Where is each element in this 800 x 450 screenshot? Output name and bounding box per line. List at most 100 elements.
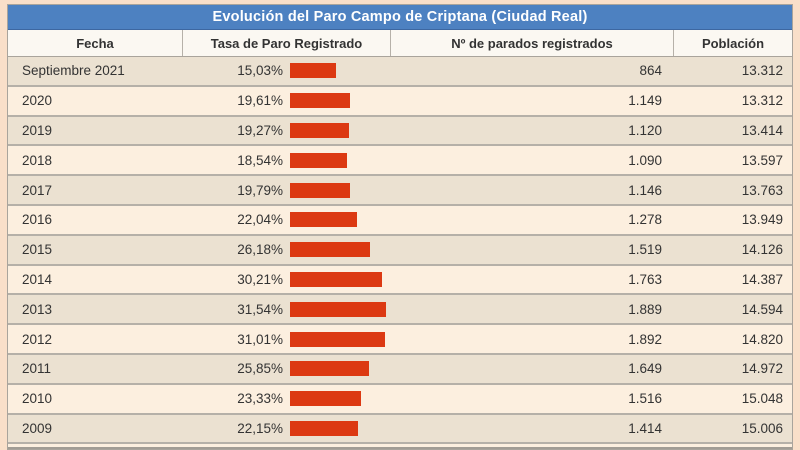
poblacion-value: 13.414 [741, 122, 783, 138]
table-row: 2010 23,33% 1.516 15.048 [8, 384, 792, 415]
tasa-bar [290, 271, 383, 287]
table-row: Septiembre 2021 15,03% 864 13.312 [8, 57, 792, 87]
parados-value: 1.146 [628, 182, 662, 198]
table-body: Septiembre 2021 15,03% 864 13.312 2020 1… [8, 57, 792, 445]
tasa-value: 19,61% [237, 93, 283, 109]
tasa-value: 26,18% [237, 242, 283, 258]
poblacion-value: 13.312 [741, 63, 783, 79]
tasa-cell: 15,03% [183, 63, 391, 79]
table-row: 2016 22,04% 1.278 13.949 [8, 205, 792, 236]
poblacion-value: 14.387 [741, 271, 783, 287]
table-header-row: Fecha Tasa de Paro Registrado Nº de para… [8, 30, 792, 57]
fecha-cell: 2009 [22, 420, 53, 436]
tasa-value: 19,79% [237, 182, 283, 198]
tasa-bar [290, 93, 350, 109]
poblacion-value: 13.597 [741, 152, 783, 168]
table-row: 2017 19,79% 1.146 13.763 [8, 176, 792, 206]
poblacion-value: 15.006 [741, 420, 783, 436]
column-header-poblacion: Población [701, 35, 765, 51]
parados-value: 1.120 [628, 122, 662, 138]
page-title: Evolución del Paro Campo de Criptana (Ci… [212, 9, 588, 25]
parados-value: 1.149 [628, 93, 662, 109]
tasa-cell: 22,04% [183, 212, 391, 228]
poblacion-value: 13.949 [741, 212, 783, 228]
table-row: 2009 22,15% 1.414 15.006 [8, 414, 792, 445]
fecha-cell: 2011 [22, 361, 52, 377]
cut-off-next-row [8, 444, 792, 450]
tasa-value: 19,27% [237, 122, 283, 138]
table-row: 2019 19,27% 1.120 13.414 [8, 116, 792, 147]
tasa-bar [290, 182, 351, 198]
table-row: 2013 31,54% 1.889 14.594 [8, 295, 792, 326]
parados-value: 1.892 [628, 331, 662, 347]
parados-value: 1.516 [628, 391, 662, 407]
poblacion-value: 15.048 [741, 391, 783, 407]
tasa-bar [290, 301, 387, 317]
table-row: 2014 30,21% 1.763 14.387 [8, 265, 792, 296]
fecha-cell: 2016 [22, 212, 53, 228]
table-row: 2018 18,54% 1.090 13.597 [8, 146, 792, 177]
tasa-value: 30,21% [237, 271, 283, 287]
parados-value: 1.519 [628, 242, 662, 258]
tasa-value: 31,01% [237, 331, 283, 347]
parados-value: 864 [639, 63, 662, 79]
table-row: 2011 25,85% 1.649 14.972 [8, 354, 792, 385]
tasa-cell: 19,61% [183, 93, 391, 109]
tasa-bar [290, 391, 362, 407]
tasa-cell: 26,18% [183, 242, 391, 258]
tasa-cell: 30,21% [183, 271, 391, 287]
tasa-cell: 31,54% [183, 301, 391, 317]
poblacion-value: 14.820 [741, 331, 783, 347]
fecha-cell: 2019 [22, 122, 53, 138]
fecha-cell: 2012 [22, 331, 53, 347]
tasa-cell: 31,01% [183, 331, 391, 347]
parados-value: 1.763 [628, 271, 662, 287]
tasa-cell: 23,33% [183, 391, 391, 407]
tasa-bar [290, 63, 336, 79]
tasa-bar [290, 361, 369, 377]
poblacion-value: 14.126 [741, 242, 783, 258]
fecha-cell: 2018 [22, 152, 53, 168]
tasa-bar [290, 152, 347, 168]
tasa-bar [290, 331, 385, 347]
table-title-bar: Evolución del Paro Campo de Criptana (Ci… [8, 5, 792, 30]
tasa-bar [290, 212, 358, 228]
fecha-cell: 2020 [22, 93, 53, 109]
parados-value: 1.889 [628, 301, 662, 317]
fecha-cell: 2017 [22, 182, 53, 198]
tasa-value: 18,54% [237, 152, 283, 168]
poblacion-value: 14.594 [741, 301, 783, 317]
fecha-cell: Septiembre 2021 [22, 63, 125, 79]
tasa-bar [290, 242, 370, 258]
tasa-value: 15,03% [237, 63, 283, 79]
parados-value: 1.090 [628, 152, 662, 168]
tasa-value: 31,54% [237, 301, 283, 317]
tasa-value: 22,04% [237, 212, 283, 228]
parados-value: 1.649 [628, 361, 662, 377]
tasa-bar [290, 420, 358, 436]
fecha-cell: 2013 [22, 301, 53, 317]
tasa-cell: 18,54% [183, 152, 391, 168]
table-row: 2020 19,61% 1.149 13.312 [8, 86, 792, 117]
poblacion-value: 13.312 [741, 93, 783, 109]
tasa-cell: 19,27% [183, 122, 391, 138]
tasa-value: 23,33% [237, 391, 283, 407]
tasa-cell: 19,79% [183, 182, 391, 198]
fecha-cell: 2010 [22, 391, 53, 407]
column-header-fecha: Fecha [8, 30, 183, 56]
column-header-parados: Nº de parados registrados [391, 30, 674, 56]
tasa-value: 22,15% [237, 420, 283, 436]
parados-value: 1.278 [628, 212, 662, 228]
tasa-value: 25,85% [237, 361, 283, 377]
unemployment-table: Evolución del Paro Campo de Criptana (Ci… [7, 4, 793, 450]
parados-value: 1.414 [628, 420, 662, 436]
poblacion-value: 13.763 [741, 182, 783, 198]
fecha-cell: 2015 [22, 242, 53, 258]
tasa-cell: 25,85% [183, 361, 391, 377]
tasa-bar [290, 122, 349, 138]
table-row: 2015 26,18% 1.519 14.126 [8, 235, 792, 266]
tasa-cell: 22,15% [183, 420, 391, 436]
fecha-cell: 2014 [22, 271, 53, 287]
column-header-tasa: Tasa de Paro Registrado [183, 30, 391, 56]
poblacion-value: 14.972 [741, 361, 783, 377]
